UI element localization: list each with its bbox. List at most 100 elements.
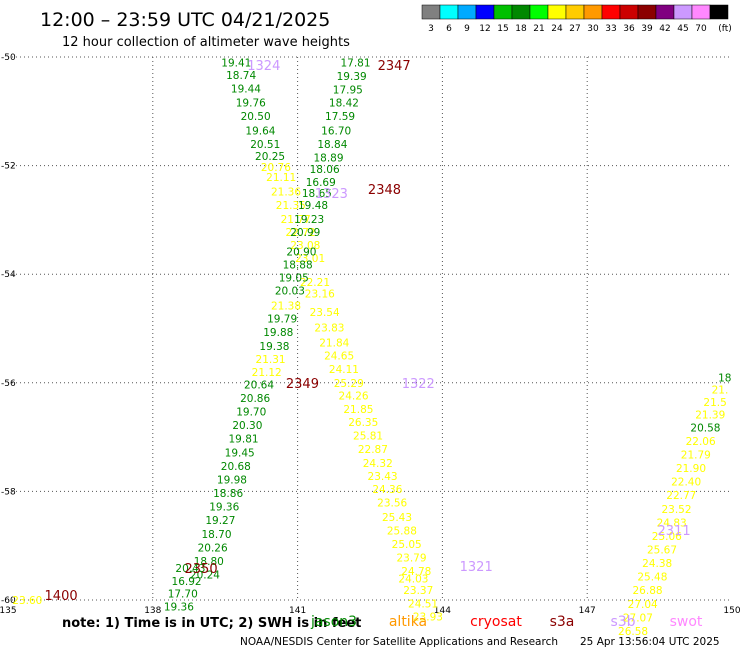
colorbar-swatch [511, 4, 531, 20]
swh-value: 18.74 [226, 70, 256, 82]
satellite-legend-item: cryosat [470, 614, 522, 630]
swh-value: 19.76 [236, 98, 266, 110]
swh-value: 22.06 [686, 436, 716, 448]
swh-value: 24.38 [642, 558, 672, 570]
y-tick-label: -52 [1, 162, 16, 172]
swh-value: 27.04 [628, 599, 658, 611]
swh-value: 24.36 [372, 484, 402, 496]
swh-value: 19.45 [225, 447, 255, 459]
colorbar-label: 12 [479, 24, 490, 34]
swh-value: 20.50 [241, 111, 271, 123]
swh-value: 25.67 [647, 545, 677, 557]
swh-value: 21.38 [271, 301, 301, 313]
swh-value: 19.36 [164, 602, 194, 614]
y-tick-label: -54 [1, 270, 16, 280]
swh-value: 25.29 [334, 378, 364, 390]
colorbar-label: 45 [677, 24, 688, 34]
swh-value: 26.88 [633, 585, 663, 597]
satellite-legend-item: altika [389, 614, 427, 630]
chart-title: 12:00 – 23:59 UTC 04/21/2025 [40, 9, 330, 31]
pass-time-label: 2349 [286, 377, 319, 392]
axis-ticks: 135 138 141 144 147 150 -50 -52 -54 -56 -58 -60 [0, 53, 740, 616]
colorbar-swatch [691, 4, 711, 20]
swh-value: 21.31 [256, 354, 286, 366]
pass-time-label: 1324 [247, 59, 280, 74]
swh-value: 19.38 [259, 341, 289, 353]
swh-value: 21.79 [681, 449, 711, 461]
swh-value: 21.35 [276, 200, 306, 212]
y-tick-label: -60 [1, 596, 16, 606]
swh-value: 16.70 [321, 125, 351, 137]
swh-value: 20.90 [286, 246, 316, 258]
swh-value: 24.65 [324, 351, 354, 363]
swh-value: 19.70 [236, 407, 266, 419]
colorbar-swatch [565, 4, 585, 20]
swh-value: 23.43 [368, 471, 398, 483]
swh-value: 19.27 [205, 515, 235, 527]
swh-value: 17.95 [333, 85, 363, 97]
x-tick-label: 141 [289, 606, 306, 616]
colorbar-swatch [493, 4, 513, 20]
grid-lines [8, 56, 732, 601]
pass-time-label: 2311 [658, 524, 691, 539]
colorbar-swatch [421, 4, 441, 20]
swh-value: 26.35 [348, 417, 378, 429]
swh-value: 17.81 [340, 57, 370, 69]
swh-value: 20.86 [240, 393, 270, 405]
colorbar-label: 3 [428, 24, 434, 34]
pass-time-label: 2348 [368, 183, 401, 198]
swh-value: 19.41 [221, 57, 251, 69]
swh-value: 23.54 [310, 307, 340, 319]
x-tick-label: 138 [144, 606, 161, 616]
swh-value: 19.48 [298, 200, 328, 212]
swh-value: 18.89 [313, 152, 343, 164]
swh-value: 21.39 [695, 409, 725, 421]
swh-value: 18 [718, 372, 731, 384]
y-tick-label: -56 [1, 379, 16, 389]
colorbar-label: 36 [623, 24, 635, 34]
pass-time-label: 2350 [185, 562, 218, 577]
swh-value: 21. [712, 384, 729, 396]
swh-value: 18.06 [310, 164, 340, 176]
satellite-legend-item: jason3 [310, 614, 357, 630]
swh-value: 24.78 [401, 566, 431, 578]
colorbar-swatch [457, 4, 477, 20]
swh-value: 18.84 [317, 139, 347, 151]
x-tick-label: 135 [0, 606, 17, 616]
x-tick-label: 150 [723, 606, 740, 616]
swh-value: 19.23 [294, 214, 324, 226]
swh-value: 19.81 [229, 434, 259, 446]
colorbar-swatch [583, 4, 603, 20]
swh-value: 25.43 [382, 512, 412, 524]
swh-value: 18.86 [213, 488, 243, 500]
x-tick-label: 144 [434, 606, 451, 616]
colorbar-label: 21 [533, 24, 544, 34]
swh-value: 20.64 [244, 379, 274, 391]
colorbar-label: 24 [551, 24, 563, 34]
swh-value: 25.48 [637, 572, 667, 584]
swh-value: 21.85 [343, 404, 373, 416]
satellite-legend-item: s3b [610, 614, 635, 630]
swh-value: 20.26 [198, 542, 228, 554]
swh-value: 26.58 [618, 626, 648, 638]
swh-value: 20.24 [190, 569, 220, 581]
swh-value: 23.56 [377, 497, 407, 509]
colorbar-swatch [475, 4, 495, 20]
swh-value: 24.51 [408, 598, 438, 610]
swh-value: 21.5 [703, 397, 726, 409]
time-labels: 1324 2347 1323 2348 2349 1322 2350 1321 1400 2311 [45, 59, 691, 604]
y-tick-label: -58 [1, 487, 16, 497]
swh-value: 21.84 [319, 338, 349, 350]
colorbar-legend: 3 6 9 12 15 18 21 24 27 30 33 36 39 42 45 70 (ft) [421, 4, 732, 34]
swh-value: 19.05 [279, 272, 309, 284]
satellite-legend-item: swot [670, 614, 703, 630]
pass-time-label: 2347 [378, 59, 411, 74]
colorbar-label: 39 [641, 24, 653, 34]
swh-value: 23.79 [396, 553, 426, 565]
swh-value: 18.65 [302, 188, 332, 200]
swh-value: 20.76 [261, 162, 291, 174]
swh-value: 23.52 [661, 504, 691, 516]
swh-value: 23.08 [290, 240, 320, 252]
